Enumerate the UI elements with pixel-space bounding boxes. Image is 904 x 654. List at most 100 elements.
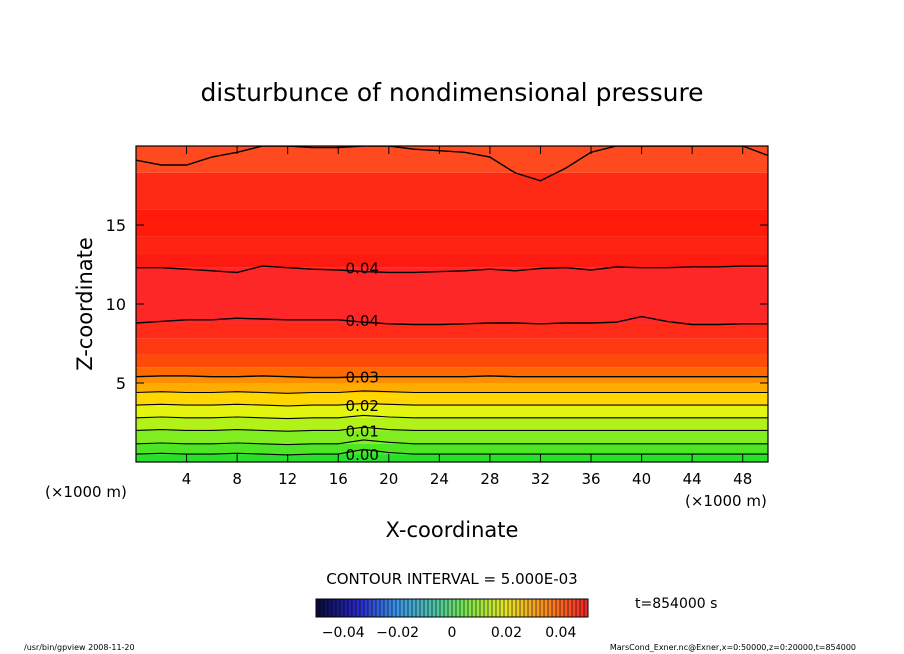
colorbar-stripe-63	[568, 599, 572, 617]
colorbar-stripe-26	[420, 599, 424, 617]
color-band-2	[136, 430, 768, 444]
contour-line-1	[136, 439, 768, 446]
colorbar-stripe-2	[324, 599, 328, 617]
colorbar-stripe-31	[440, 599, 444, 617]
colorbar-stripe-50	[516, 599, 520, 617]
colorbar-stripe-37	[464, 599, 468, 617]
colorbar-stripe-46	[500, 599, 504, 617]
colorbar-stripe-67	[584, 599, 588, 617]
colorbar-stripe-33	[448, 599, 452, 617]
x-tick-label-1: 8	[232, 470, 242, 488]
contour-label-1: 0.01	[346, 422, 379, 440]
contour-interval: CONTOUR INTERVAL = 5.000E-03	[326, 570, 577, 588]
colorbar-stripe-36	[460, 599, 464, 617]
colorbar-stripe-7	[344, 599, 348, 617]
colorbar-stripe-28	[428, 599, 432, 617]
colorbar-stripe-54	[532, 599, 536, 617]
color-band-4	[136, 405, 768, 418]
contour-line-8	[136, 265, 768, 274]
colorbar-tick-label-1: −0.02	[376, 625, 419, 641]
contour-line-0	[136, 448, 768, 456]
color-band-17	[136, 146, 768, 173]
colorbar-stripe-3	[328, 599, 332, 617]
contour-label-0: 0.00	[346, 446, 379, 464]
colorbar-stripe-59	[552, 599, 556, 617]
y-tick-label-0: 5	[116, 374, 126, 393]
colorbar-stripe-51	[520, 599, 524, 617]
colorbar-tick-label-3: 0.02	[491, 625, 522, 641]
colorbar-tick-label-2: 0	[448, 625, 457, 641]
y-tick-label-1: 10	[106, 295, 126, 314]
colorbar-stripe-55	[536, 599, 540, 617]
x-unit-right: (×1000 m)	[685, 492, 767, 510]
contour-line-6	[136, 375, 768, 379]
y-axis-label: Z-coordinate	[73, 237, 97, 371]
contour-line-5	[136, 390, 768, 394]
color-band-15	[136, 209, 768, 237]
x-tick-label-5: 24	[430, 470, 449, 488]
color-band-9	[136, 354, 768, 368]
x-tick-label-4: 20	[379, 470, 398, 488]
colorbar-stripe-5	[336, 599, 340, 617]
colorbar-stripe-34	[452, 599, 456, 617]
contour-line-4	[136, 402, 768, 407]
colorbar-stripe-22	[404, 599, 408, 617]
color-band-3	[136, 417, 768, 431]
x-tick-label-3: 16	[329, 470, 348, 488]
x-tick-label-11: 48	[733, 470, 752, 488]
colorbar-stripe-11	[360, 599, 364, 617]
colorbar-stripe-25	[416, 599, 420, 617]
colorbar-stripe-17	[384, 599, 388, 617]
colorbar-stripe-21	[400, 599, 404, 617]
colorbar-stripe-49	[512, 599, 516, 617]
colorbar-stripe-47	[504, 599, 508, 617]
colorbar-stripe-61	[560, 599, 564, 617]
contour-line-7	[136, 315, 768, 326]
contour-line-3	[136, 414, 768, 420]
colorbar-stripe-18	[388, 599, 392, 617]
colorbar-stripe-10	[356, 599, 360, 617]
x-unit-left: (×1000 m)	[45, 483, 127, 501]
colorbar-stripe-32	[444, 599, 448, 617]
y-axis: 5 10 15	[106, 216, 768, 393]
x-tick-label-7: 32	[531, 470, 550, 488]
contour-fill	[136, 146, 768, 462]
colorbar-stripe-58	[548, 599, 552, 617]
colorbar-frame	[315, 598, 589, 618]
x-tick-label-2: 12	[278, 470, 297, 488]
contour-line-9	[136, 146, 768, 182]
colorbar-stripe-16	[380, 599, 384, 617]
footer-left: /usr/bin/gpview 2008-11-20	[24, 643, 135, 652]
y-tick-label-2: 15	[106, 216, 126, 235]
colorbar-tick-label-0: −0.04	[322, 625, 365, 641]
color-band-13	[136, 253, 768, 268]
contour-labels: 0.00 0.01 0.02 0.03 0.04 0.04	[346, 260, 379, 464]
colorbar	[315, 599, 588, 617]
color-band-8	[136, 367, 768, 377]
colorbar-stripe-8	[348, 599, 352, 617]
color-band-1	[136, 443, 768, 455]
colorbar-stripe-39	[472, 599, 476, 617]
colorbar-stripe-64	[572, 599, 576, 617]
colorbar-stripe-24	[412, 599, 416, 617]
colorbar-stripe-65	[576, 599, 580, 617]
colorbar-stripe-44	[492, 599, 496, 617]
color-band-10	[136, 338, 768, 355]
x-tick-label-10: 44	[683, 470, 702, 488]
contour-label-5: 0.04	[346, 260, 379, 278]
color-band-0	[136, 454, 768, 462]
colorbar-stripe-45	[496, 599, 500, 617]
colorbar-stripe-40	[476, 599, 480, 617]
x-axis: 4 8 12 16 20 24 28 32 36 40 44 48	[182, 146, 752, 488]
x-axis-label: X-coordinate	[386, 518, 519, 542]
colorbar-stripe-14	[372, 599, 376, 617]
colorbar-stripe-29	[432, 599, 436, 617]
color-band-5	[136, 392, 768, 406]
colorbar-stripe-38	[468, 599, 472, 617]
color-band-11	[136, 322, 768, 339]
color-band-6	[136, 383, 768, 393]
colorbar-stripe-27	[424, 599, 428, 617]
colorbar-stripe-0	[316, 599, 320, 617]
colorbar-stripe-19	[392, 599, 396, 617]
contour-line-2	[136, 426, 768, 432]
